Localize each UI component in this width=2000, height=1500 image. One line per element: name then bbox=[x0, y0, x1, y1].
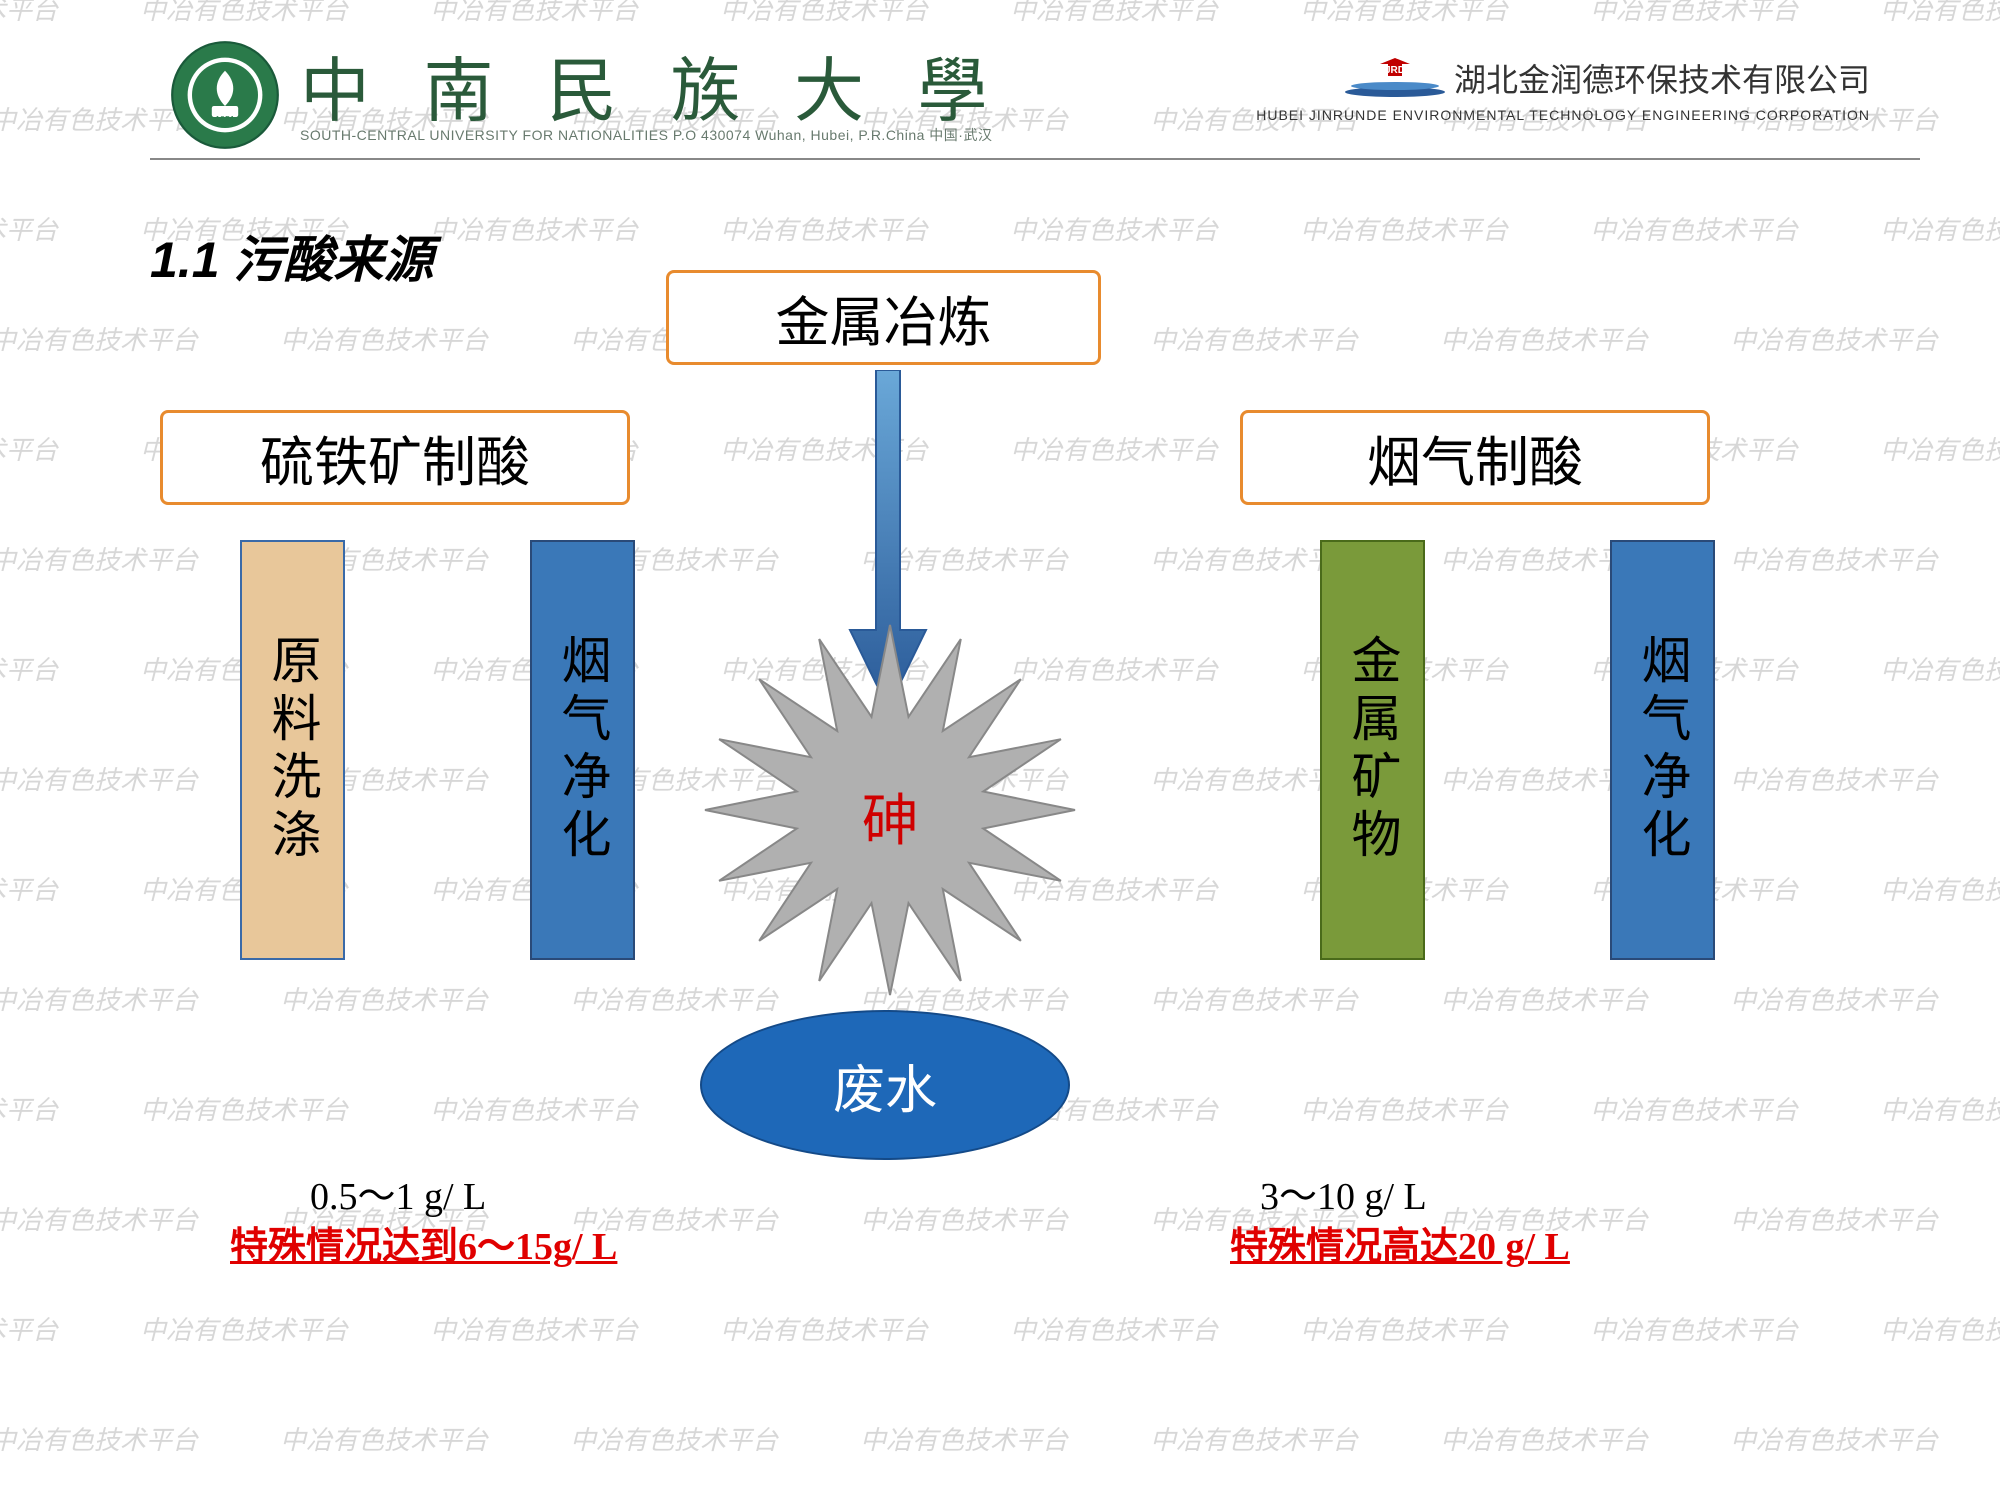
section-title: 1.1 污酸来源 bbox=[150, 220, 433, 292]
vbox-gas-purify-1: 烟气净化 bbox=[530, 540, 635, 960]
box-metal-smelting: 金属冶炼 bbox=[666, 270, 1101, 365]
company-subtitle: HUBEI JINRUNDE ENVIRONMENTAL TECHNOLOGY … bbox=[1256, 107, 1870, 123]
svg-text:JRD: JRD bbox=[1385, 65, 1405, 76]
left-concentration: 0.5～1 g/ L bbox=[310, 1165, 486, 1220]
box-pyrite-acid: 硫铁矿制酸 bbox=[160, 410, 630, 505]
ellipse-wastewater: 废水 bbox=[700, 1010, 1070, 1160]
vbox-label: 烟气净化 bbox=[1627, 634, 1699, 866]
vbox-gas-purify-2: 烟气净化 bbox=[1610, 540, 1715, 960]
vbox-label: 原料洗涤 bbox=[257, 634, 329, 866]
box-label: 金属冶炼 bbox=[776, 278, 992, 357]
company-logo-icon: JRD bbox=[1340, 56, 1450, 100]
right-concentration: 3～10 g/ L bbox=[1260, 1165, 1427, 1220]
vbox-label: 烟气净化 bbox=[547, 634, 619, 866]
company-name: 湖北金润德环保技术有限公司 bbox=[1454, 55, 1870, 101]
university-subtitle: SOUTH-CENTRAL UNIVERSITY FOR NATIONALITI… bbox=[300, 125, 992, 145]
box-fluegas-acid: 烟气制酸 bbox=[1240, 410, 1710, 505]
right-special: 特殊情况高达20 g/ L bbox=[1230, 1215, 1570, 1270]
box-label: 硫铁矿制酸 bbox=[260, 418, 530, 497]
university-logo-icon: 1951 bbox=[170, 40, 280, 150]
university-name: 中 南 民 族 大 學 bbox=[300, 35, 1006, 136]
left-special: 特殊情况达到6～15g/ L bbox=[230, 1215, 617, 1270]
ellipse-label: 废水 bbox=[833, 1048, 937, 1123]
header: 1951 中 南 民 族 大 學 SOUTH-CENTRAL UNIVERSIT… bbox=[130, 30, 1920, 160]
svg-text:1951: 1951 bbox=[215, 115, 235, 125]
header-divider bbox=[150, 158, 1920, 160]
vbox-metal-ore: 金属矿物 bbox=[1320, 540, 1425, 960]
company-block: JRD 湖北金润德环保技术有限公司 HUBEI JINRUNDE ENVIRON… bbox=[1256, 55, 1870, 123]
vbox-label: 金属矿物 bbox=[1337, 634, 1409, 866]
vbox-raw-washing: 原料洗涤 bbox=[240, 540, 345, 960]
box-label: 烟气制酸 bbox=[1367, 418, 1583, 497]
starburst-label: 砷 bbox=[862, 776, 918, 857]
